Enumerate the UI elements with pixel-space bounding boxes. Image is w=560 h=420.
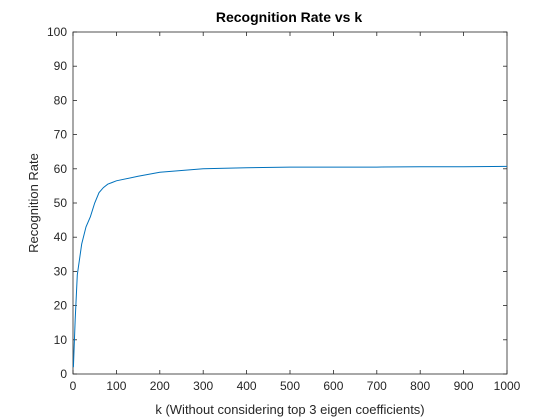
y-tick-label: 50 [54,196,68,210]
y-axis: 0 10 20 30 40 50 60 70 80 90 100 [47,25,507,381]
x-tick-label: 100 [106,379,126,393]
chart-title: Recognition Rate vs k [216,9,362,25]
y-tick-label: 60 [54,162,68,176]
x-tick-label: 0 [70,379,77,393]
x-tick-label: 400 [237,379,257,393]
series-line [72,165,508,368]
x-tick-label: 200 [150,379,170,393]
y-tick-label: 10 [54,333,68,347]
y-axis-label: Recognition Rate [26,153,41,253]
plot-area [72,31,508,375]
y-tick-label: 30 [54,264,68,278]
y-tick-label: 90 [54,59,68,73]
x-tick-label: 1000 [494,379,521,393]
y-tick-label: 100 [47,25,67,39]
x-tick-label: 900 [454,379,474,393]
x-tick-label: 500 [280,379,300,393]
y-tick-label: 0 [60,367,67,381]
x-tick-label: 300 [193,379,213,393]
x-tick-label: 700 [367,379,387,393]
x-tick-label: 800 [410,379,430,393]
y-tick-label: 70 [54,128,68,142]
x-tick-label: 600 [323,379,343,393]
y-tick-label: 40 [54,230,68,244]
x-axis-label: k (Without considering top 3 eigen coeff… [155,402,424,417]
y-tick-label: 80 [54,93,68,107]
y-tick-label: 20 [54,299,68,313]
x-axis: 0 100 200 300 400 500 600 700 800 900 1000 [70,32,521,393]
